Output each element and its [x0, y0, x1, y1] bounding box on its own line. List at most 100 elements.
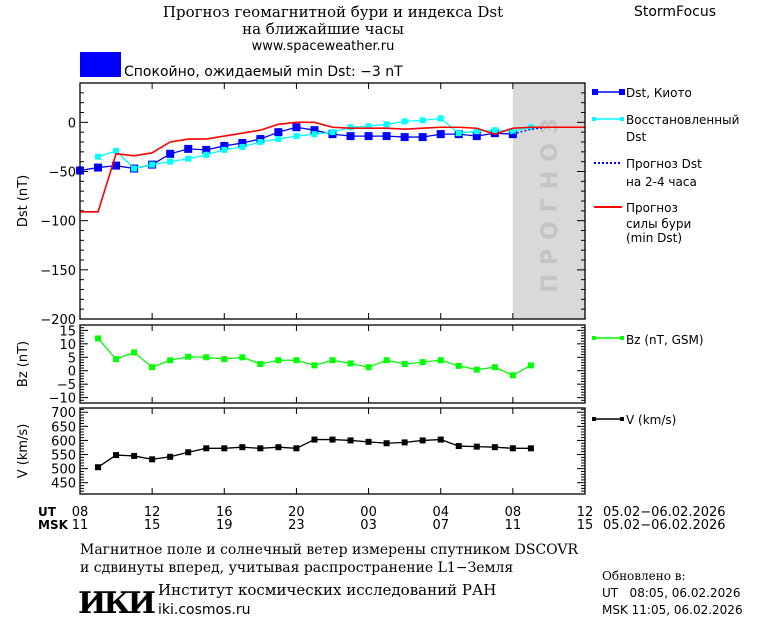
series-line-1 — [97, 117, 532, 170]
plot-frame — [79, 82, 586, 320]
legend-marker — [592, 117, 596, 121]
title-line-1: Прогноз геомагнитной бури и индекса Dst — [163, 3, 503, 21]
data-point — [220, 141, 229, 150]
data-point — [473, 443, 480, 450]
msk-tick-label: 15 — [577, 518, 594, 533]
data-point — [527, 362, 534, 369]
data-point — [437, 115, 444, 122]
data-point — [418, 133, 427, 142]
data-point — [221, 356, 228, 363]
data-point — [203, 151, 210, 158]
data-point — [473, 128, 480, 135]
series-line-3 — [80, 121, 585, 213]
legend-marker — [620, 117, 624, 121]
data-point — [131, 452, 138, 459]
data-point — [239, 444, 246, 451]
data-point — [292, 123, 301, 132]
data-point — [131, 165, 138, 172]
data-point — [509, 445, 516, 452]
series-line-0 — [97, 438, 531, 468]
updated-msk: MSK 11:05, 06.02.2026 — [602, 603, 743, 617]
data-point — [149, 364, 156, 371]
y-tick-label: 500 — [51, 463, 76, 478]
data-point — [436, 130, 445, 139]
data-point — [257, 361, 264, 367]
panel-0: ПРОГНОЗ 0 −50 −100 −150 −200 Dst (nT) — [16, 82, 586, 328]
legend-storm-3: (min Dst) — [626, 231, 682, 245]
plot-frame — [79, 324, 586, 404]
msk-tick-label: 07 — [432, 518, 449, 533]
data-point — [293, 133, 300, 140]
data-point — [455, 130, 462, 137]
data-point — [238, 138, 247, 147]
legend-marker — [592, 417, 596, 421]
legend-reconstructed-2: Dst — [626, 130, 646, 144]
y-tick-label: 600 — [51, 434, 76, 449]
data-point — [311, 362, 318, 369]
forecast-zone — [512, 83, 585, 319]
ut-date-range: 05.02−06.02.2026 — [603, 505, 726, 520]
y-tick-label: 0 — [68, 116, 76, 131]
data-point — [185, 449, 192, 456]
data-point — [293, 445, 300, 452]
legend-forecast: Прогноз Dst — [626, 157, 702, 171]
y-tick-label: −200 — [40, 313, 76, 328]
data-point — [166, 149, 175, 158]
legend-marker — [592, 89, 598, 95]
site-link[interactable]: www.spaceweather.ru — [252, 39, 395, 54]
data-point — [203, 445, 210, 452]
data-point — [167, 158, 174, 165]
data-point — [293, 357, 300, 364]
data-point — [419, 359, 426, 366]
ut-tick-label: 04 — [432, 505, 449, 520]
status-indicator — [80, 52, 121, 77]
data-point — [184, 144, 193, 153]
data-point — [346, 132, 355, 141]
data-point — [329, 357, 336, 364]
msk-tick-label: 11 — [72, 518, 89, 533]
data-point — [491, 444, 498, 451]
y-tick-label: −10 — [49, 392, 76, 407]
ut-tick-label: 08 — [505, 505, 522, 520]
data-point — [113, 452, 120, 459]
data-point — [149, 456, 156, 463]
data-point — [275, 444, 282, 451]
data-point — [149, 161, 156, 168]
title-line-2: на ближайшие часы — [242, 20, 404, 38]
data-point — [275, 357, 282, 364]
data-point — [347, 360, 354, 367]
institute-link[interactable]: iki.cosmos.ru — [158, 602, 250, 618]
data-point — [131, 349, 138, 356]
msk-label: MSK — [38, 518, 69, 532]
brand-name: StormFocus — [634, 4, 716, 20]
data-point — [419, 437, 426, 444]
data-point — [491, 127, 498, 134]
data-point — [185, 353, 192, 360]
data-point — [383, 121, 390, 128]
data-point — [95, 335, 102, 342]
y-tick-label: −5 — [57, 378, 76, 393]
data-point — [472, 132, 481, 141]
data-point — [167, 453, 174, 460]
legend-marker — [620, 336, 624, 340]
data-point — [95, 153, 102, 160]
legend-marker — [592, 336, 596, 340]
ut-tick-label: 00 — [360, 505, 377, 520]
data-point — [419, 117, 426, 124]
data-point — [401, 118, 408, 125]
msk-tick-label: 03 — [360, 518, 377, 533]
data-point — [221, 445, 228, 452]
data-point — [239, 143, 246, 150]
data-point — [347, 124, 354, 131]
data-point — [239, 354, 246, 361]
data-point — [310, 126, 319, 135]
data-point — [113, 356, 120, 363]
data-point — [401, 439, 408, 446]
data-point — [203, 354, 210, 361]
data-point — [509, 128, 516, 135]
msk-tick-label: 11 — [505, 518, 522, 533]
data-point — [365, 123, 372, 130]
ut-tick-label: 08 — [72, 505, 89, 520]
